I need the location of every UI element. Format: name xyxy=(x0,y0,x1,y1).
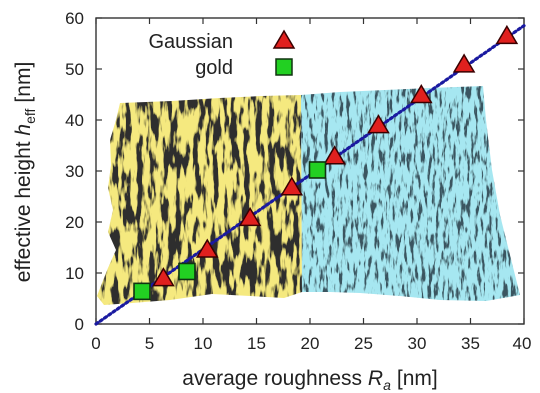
x-tick-label: 30 xyxy=(408,334,427,353)
legend-label-gold: gold xyxy=(195,57,233,79)
x-axis-label-symbol: R xyxy=(368,367,383,390)
y-tick-label: 0 xyxy=(75,315,84,334)
gaussian-point xyxy=(195,238,219,258)
gold-point xyxy=(133,282,151,301)
gold-surface-image xyxy=(97,95,302,305)
gaussian-point xyxy=(409,84,433,104)
gaussian-point xyxy=(152,267,175,287)
x-tick-label: 5 xyxy=(145,334,154,353)
x-axis-label-unit: [nm] xyxy=(397,367,438,390)
y-axis-label-symbol: h xyxy=(12,124,35,136)
y-tick-label: 30 xyxy=(65,162,84,181)
gaussian-point xyxy=(452,53,476,73)
y-axis-label-text: effective height xyxy=(12,141,35,282)
blue-surface-image xyxy=(301,86,520,301)
x-tick-label: 15 xyxy=(247,334,266,353)
gaussian-point xyxy=(323,145,346,165)
y-tick-labels: 0 10 20 30 40 50 60 xyxy=(65,9,84,334)
x-axis-label-text: average roughness xyxy=(182,367,362,390)
y-axis-label: effective height heff [nm] xyxy=(12,62,38,283)
x-tick-label: 0 xyxy=(91,334,100,353)
legend-label-gaussian: Gaussian xyxy=(149,31,234,53)
legend: Gaussian gold xyxy=(149,29,296,79)
gaussian-point xyxy=(238,206,262,227)
gold-point xyxy=(178,262,196,281)
x-tick-label: 10 xyxy=(194,334,213,353)
data-markers xyxy=(133,24,519,301)
y-tick-label: 50 xyxy=(65,60,84,79)
x-tick-label: 40 xyxy=(513,334,532,353)
gaussian-point xyxy=(280,176,304,196)
y-axis-label-sub: eff xyxy=(22,108,38,123)
y-tick-label: 40 xyxy=(65,111,84,130)
gaussian-point xyxy=(495,24,519,45)
legend-marker-square xyxy=(275,58,293,76)
y-tick-label: 20 xyxy=(65,213,84,232)
y-tick-label: 60 xyxy=(65,9,84,28)
x-tick-label: 20 xyxy=(301,334,320,353)
surface-images xyxy=(97,86,520,305)
x-axis-label: average roughness Ra [nm] xyxy=(182,367,437,393)
x-tick-labels: 0 5 10 15 20 25 30 35 40 xyxy=(91,334,531,353)
gaussian-point xyxy=(367,114,390,134)
x-tick-label: 25 xyxy=(354,334,373,353)
x-tick-label: 35 xyxy=(461,334,480,353)
gold-point xyxy=(308,161,327,179)
y-axis-label-unit: [nm] xyxy=(12,62,35,103)
legend-marker-triangle xyxy=(272,29,296,49)
x-axis-label-sub: a xyxy=(383,377,391,393)
y-tick-label: 10 xyxy=(65,264,84,283)
